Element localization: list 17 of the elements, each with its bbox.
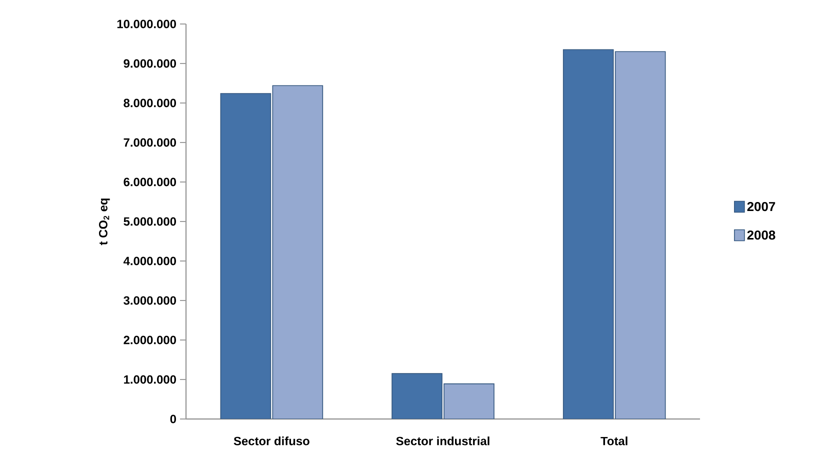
- y-axis-title: t CO$_{2}$ eq: [98, 198, 110, 246]
- y-tick-label: 5.000.000: [124, 217, 176, 226]
- x-tick-label: Sector difuso: [234, 436, 310, 446]
- x-tick-label: Sector industrial: [396, 436, 490, 446]
- y-tick-label: 4.000.000: [123, 256, 176, 266]
- y-tick-label: 1.000.000: [124, 375, 176, 384]
- y-tick-label: 3.000.000: [124, 296, 176, 305]
- legend-label: 2008: [747, 230, 776, 240]
- y-tick-label: 7.000.000: [124, 138, 176, 147]
- y-tick-label: 9.000.000: [124, 59, 176, 68]
- y-tick-label: 8.000.000: [124, 98, 176, 108]
- legend-label: 2007: [747, 202, 776, 212]
- y-tick-label: 0: [170, 414, 176, 424]
- y-tick-label: 2.000.000: [124, 336, 176, 344]
- y-tick-label: 6.000.000: [124, 178, 176, 186]
- x-tick-label: Total: [600, 436, 628, 446]
- y-tick-label: 10.000.000: [117, 20, 176, 28]
